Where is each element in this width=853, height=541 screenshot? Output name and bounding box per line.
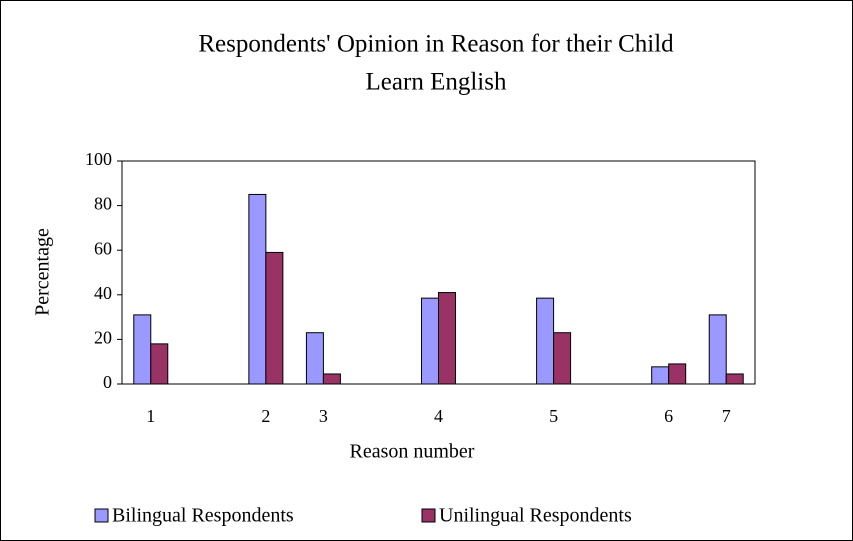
bar <box>438 292 456 385</box>
bar <box>248 193 267 385</box>
x-tick-label: 2 <box>261 406 270 426</box>
chart-title: Learn English <box>366 69 507 96</box>
x-tick-label: 7 <box>722 406 731 426</box>
y-tick-label: 0 <box>103 372 112 392</box>
y-tick-label: 100 <box>85 149 112 169</box>
bar <box>305 332 324 385</box>
legend-label: Bilingual Respondents <box>112 505 294 527</box>
legend-swatch <box>421 508 436 523</box>
chart-title: Respondents' Opinion in Reason for their… <box>198 31 674 58</box>
bar <box>265 251 284 385</box>
bar <box>553 332 572 385</box>
bar <box>651 366 670 385</box>
bar <box>322 373 341 385</box>
x-tick-label: 3 <box>319 406 328 426</box>
x-tick-label: 5 <box>549 406 558 426</box>
y-axis-label: Percentage <box>32 228 54 316</box>
y-tick-label: 60 <box>94 238 112 258</box>
bar <box>150 343 169 385</box>
x-tick-label: 6 <box>664 406 673 426</box>
legend-label: Unilingual Respondents <box>439 505 632 527</box>
bar <box>668 363 687 385</box>
bar <box>133 314 152 385</box>
legend-swatch <box>94 508 109 523</box>
y-tick-label: 20 <box>94 328 112 348</box>
bar <box>725 373 744 385</box>
x-tick-label: 1 <box>146 406 155 426</box>
bar <box>536 297 555 385</box>
bar <box>708 314 727 385</box>
bar <box>421 297 439 385</box>
y-tick-label: 80 <box>94 194 112 214</box>
y-tick-label: 40 <box>94 283 112 303</box>
x-axis-label: Reason number <box>350 441 475 463</box>
x-tick-label: 4 <box>434 406 443 426</box>
